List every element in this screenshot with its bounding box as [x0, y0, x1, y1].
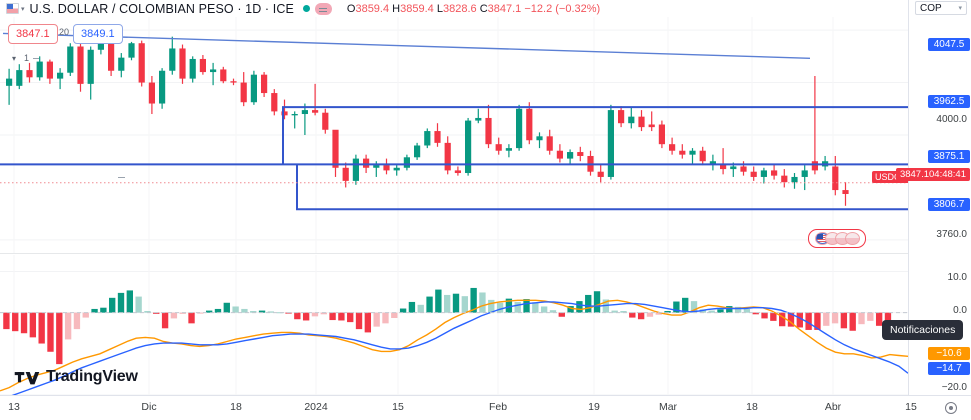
high-label: H [392, 2, 401, 15]
open-value: 3859.4 [355, 2, 390, 15]
time-axis[interactable]: 13 Dic 18 2024 15 Feb 19 Mar 18 Abr 15 [0, 395, 971, 420]
order-quantity-label: 20 [59, 27, 70, 37]
time-tick-8: 18 [746, 401, 758, 413]
currency-selector[interactable]: COP ▾ [915, 1, 967, 15]
price-tick-1: 4000.0 [936, 114, 967, 125]
position-collapse-icon[interactable]: ▾ [12, 54, 17, 63]
currency-label: COP [920, 2, 942, 14]
position-quantity-label: 1 [24, 53, 30, 63]
tradingview-mark-icon [14, 371, 40, 384]
level-pill-1[interactable]: 4047.5 [928, 38, 970, 51]
chart-header: ▾ U.S. DOLLAR / COLOMBIAN PESO · 1D · IC… [0, 0, 971, 17]
level-pill-4[interactable]: 3806.7 [928, 198, 970, 211]
order-price-label-buy[interactable]: 3849.1 [73, 24, 123, 44]
macd-indicator-pane[interactable] [0, 255, 908, 395]
live-status-dot [302, 5, 310, 12]
notifications-tooltip: Notificaciones [882, 320, 964, 340]
macd-tick-1: 0.0 [953, 305, 967, 316]
us-flag-icon [6, 3, 19, 14]
time-tick-5: Feb [488, 401, 508, 413]
tradingview-wordmark: TradingView [46, 368, 138, 385]
current-price-value: 3847.1 [899, 169, 930, 180]
signal-value-pill[interactable]: −14.7 [928, 362, 970, 375]
price-dash-marker [118, 177, 125, 178]
close-label: C [479, 2, 488, 15]
price-tick-3: 3760.0 [936, 229, 967, 240]
macd-canvas [0, 255, 908, 395]
time-tick-0: 13 [8, 401, 20, 413]
low-value: 3828.6 [442, 2, 477, 15]
time-tick-4: 15 [392, 401, 404, 413]
macd-tick-0: 10.0 [947, 272, 967, 283]
change-percent: (−0.32%) [555, 2, 601, 15]
current-price-pill[interactable]: 3847.1 04:48:41 [895, 168, 970, 181]
time-tick-6: 19 [588, 401, 600, 413]
price-axis[interactable]: COP ▾ 4080.0 4000.0 3920.0 3760.0 4047.5… [895, 0, 971, 419]
symbol-title[interactable]: U.S. DOLLAR / COLOMBIAN PESO · 1D · ICE [29, 1, 294, 16]
settings-badge-icon[interactable] [314, 2, 332, 15]
time-tick-3: 2024 [304, 401, 328, 413]
flag-icon-4 [844, 232, 860, 245]
time-tick-1: Dic [141, 401, 157, 413]
close-value: 3847.1 [487, 2, 522, 15]
economic-events-pill[interactable] [808, 229, 866, 248]
price-chart-pane[interactable] [0, 17, 908, 253]
level-pill-3[interactable]: 3875.1 [928, 150, 970, 163]
time-tick-2: 18 [230, 401, 242, 413]
pane-divider [0, 253, 908, 254]
chevron-down-icon[interactable]: ▾ [21, 5, 25, 13]
candlestick-canvas [0, 17, 908, 253]
clock-icon[interactable] [945, 402, 957, 414]
low-label: L [436, 2, 443, 15]
ohlc-values: O3859.4 H3859.4 L3828.6 C3847.1 −12.2 (−… [347, 3, 600, 15]
change-value: −12.2 [524, 2, 553, 15]
time-tick-7: Mar [658, 401, 678, 413]
time-tick-9: Abr [824, 401, 842, 413]
level-pill-2[interactable]: 3962.5 [928, 95, 970, 108]
macd-tick-2: −20.0 [941, 382, 967, 393]
position-dash-marker [33, 58, 39, 59]
chevron-down-icon: ▾ [958, 5, 962, 12]
order-price-label-sell[interactable]: 3847.1 [8, 24, 58, 44]
time-tick-10: 15 [905, 401, 917, 413]
bar-countdown: 04:48:41 [929, 169, 966, 180]
high-value: 3859.4 [400, 2, 434, 15]
macd-value-pill[interactable]: −10.6 [928, 347, 970, 360]
open-label: O [346, 2, 356, 15]
tradingview-logo: TradingView [14, 368, 138, 386]
